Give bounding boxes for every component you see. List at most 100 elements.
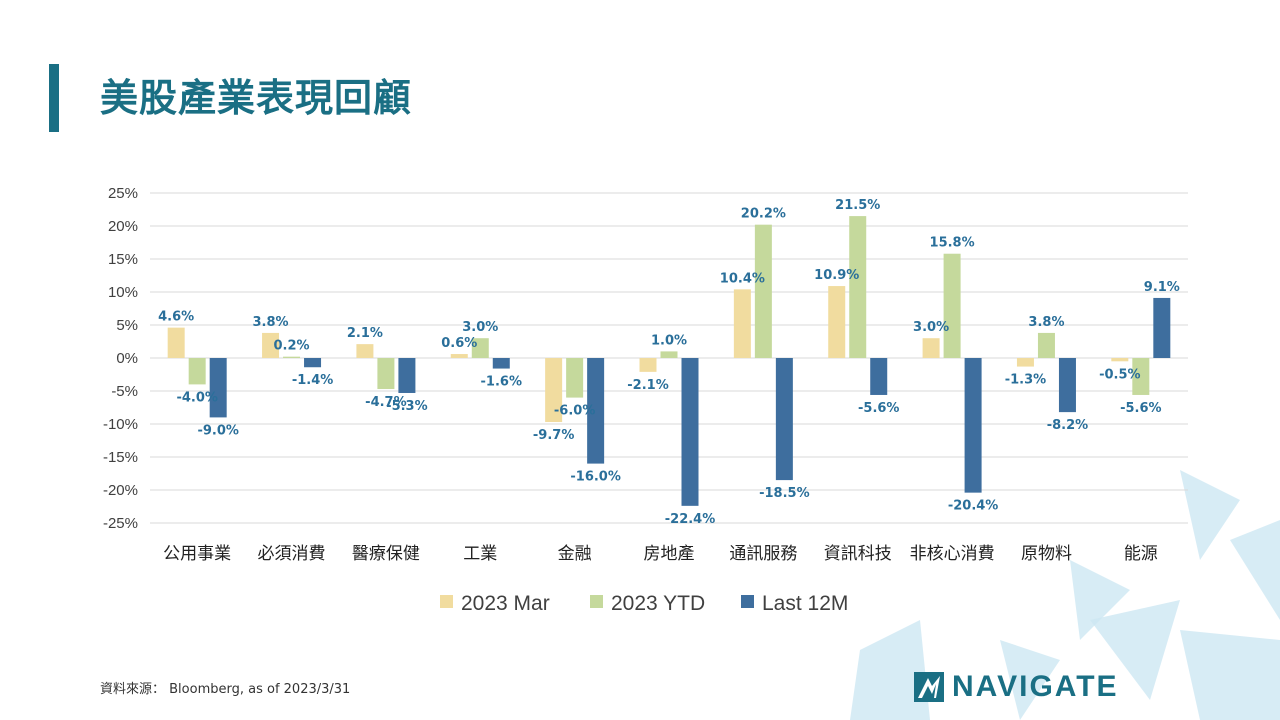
bar <box>943 253 961 358</box>
legend-swatch <box>741 595 754 608</box>
x-tick-label: 非核心消費 <box>910 544 995 564</box>
data-label: -20.4% <box>948 499 999 514</box>
brand-logo: NAVIGATE <box>914 670 1119 704</box>
y-tick-label: -10% <box>103 416 138 433</box>
legend-swatch <box>590 595 603 608</box>
bar <box>356 344 374 358</box>
x-tick-label: 公用事業 <box>163 544 231 564</box>
bar <box>922 338 940 358</box>
bar <box>1058 358 1076 413</box>
y-axis: 25% 20% 15% 10% 5% 0% -5% -10% -15% -20% -25% <box>103 185 138 532</box>
y-tick-label: 0% <box>116 350 138 367</box>
data-label: 3.8% <box>1028 315 1064 330</box>
source-note: 資料來源： Bloomberg, as of 2023/3/31 <box>100 682 351 697</box>
bar <box>566 358 584 398</box>
bar <box>660 351 678 358</box>
data-label: -5.3% <box>386 399 427 414</box>
data-label: -16.0% <box>570 470 621 485</box>
data-label: -1.4% <box>292 373 333 388</box>
data-label: 3.0% <box>913 320 949 335</box>
bar <box>587 358 605 464</box>
bar <box>262 332 280 358</box>
bar <box>754 224 772 358</box>
x-tick-label: 資訊科技 <box>824 544 892 564</box>
background-decoration <box>850 470 1280 720</box>
data-label: 3.0% <box>462 320 498 335</box>
y-tick-label: -25% <box>103 515 138 532</box>
bar <box>188 358 206 385</box>
chart-legend: 2023 Mar 2023 YTD Last 12M <box>440 592 848 615</box>
bar <box>681 358 699 506</box>
legend-label: 2023 Mar <box>461 592 550 615</box>
y-tick-label: 5% <box>116 317 138 334</box>
bar <box>209 358 227 418</box>
data-label: -5.6% <box>1120 401 1161 416</box>
bar <box>1111 358 1129 362</box>
y-tick-label: 10% <box>108 284 138 301</box>
bar <box>304 358 322 368</box>
data-label: 0.2% <box>274 339 310 354</box>
data-label: 1.0% <box>651 333 687 348</box>
decor-shape <box>1070 560 1130 640</box>
data-labels: 4.6% -4.0% -9.0% 3.8% 0.2% -1.4% 2.1% -4.7%-5.3… <box>158 198 1180 527</box>
data-label: -0.5% <box>1099 367 1140 382</box>
decor-shape <box>1230 520 1280 620</box>
data-label: 2.1% <box>347 326 383 341</box>
bar <box>775 358 793 481</box>
data-label: 9.1% <box>1144 280 1180 295</box>
data-label: -1.3% <box>1005 373 1046 388</box>
x-tick-label: 必須消費 <box>258 544 326 564</box>
x-tick-label: 金融 <box>558 544 592 564</box>
bar <box>377 358 395 390</box>
y-tick-label: 15% <box>108 251 138 268</box>
data-label: -4.0% <box>176 390 217 405</box>
data-label: -2.1% <box>627 378 668 393</box>
data-label: -8.2% <box>1047 418 1088 433</box>
bar <box>828 286 846 358</box>
bar <box>964 358 982 493</box>
data-label: 3.8% <box>253 315 289 330</box>
data-label: -9.0% <box>197 423 238 438</box>
x-tick-label: 通訊服務 <box>729 544 797 564</box>
x-tick-label: 醫療保健 <box>352 544 420 564</box>
navigate-logo-icon <box>914 672 944 702</box>
data-label: -18.5% <box>759 486 810 501</box>
y-tick-label: -5% <box>111 383 138 400</box>
decor-shape <box>1000 640 1060 720</box>
bar <box>1016 358 1034 367</box>
bar <box>1153 297 1171 358</box>
bar <box>870 358 888 395</box>
bar <box>492 358 510 369</box>
x-tick-label: 能源 <box>1124 544 1158 564</box>
bar <box>639 358 657 372</box>
data-label: 0.6% <box>441 336 477 351</box>
x-tick-label: 原物料 <box>1021 544 1072 564</box>
bar <box>471 338 489 358</box>
decor-shape <box>1180 470 1240 560</box>
data-label: -4.7% <box>365 395 406 410</box>
data-label: 20.2% <box>741 207 786 222</box>
data-label: -22.4% <box>665 512 716 527</box>
data-label: 10.4% <box>720 271 765 286</box>
decor-shape <box>850 620 930 720</box>
bar <box>733 289 751 358</box>
bar <box>398 358 416 393</box>
bar <box>450 354 468 358</box>
bar <box>283 356 301 358</box>
title-accent-bar <box>49 64 59 132</box>
page-title: 美股產業表現回顧 <box>100 76 413 120</box>
chart-bars <box>167 216 1171 506</box>
data-label: 4.6% <box>158 310 194 325</box>
bar <box>545 358 563 423</box>
bar <box>167 327 185 358</box>
data-label: -5.6% <box>858 401 899 416</box>
bar <box>1132 358 1150 395</box>
data-label: -9.7% <box>533 428 574 443</box>
y-tick-label: 20% <box>108 218 138 235</box>
data-label: 10.9% <box>814 268 859 283</box>
data-label: -6.0% <box>554 404 595 419</box>
x-tick-label: 房地產 <box>644 544 695 564</box>
y-tick-label: 25% <box>108 185 138 202</box>
data-label: -1.6% <box>481 375 522 390</box>
bar <box>1037 332 1055 358</box>
